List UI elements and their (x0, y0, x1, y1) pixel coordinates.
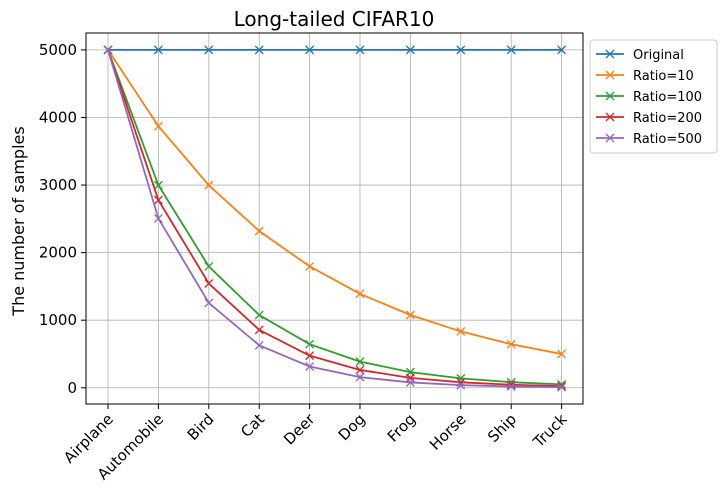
series-2 (103, 45, 567, 389)
y-tick-label: 4000 (39, 108, 77, 126)
series-line (107, 49, 562, 355)
data-point (557, 349, 567, 359)
x-tick-label: Truck (529, 410, 571, 452)
series-layer (103, 45, 567, 392)
x-tick-label: Frog (384, 410, 419, 445)
y-axis-label: The number of samples (9, 126, 28, 316)
legend-label: Ratio=200 (633, 111, 702, 126)
series-line (107, 49, 562, 387)
x-tick-label: Cat (237, 410, 268, 441)
data-point (456, 326, 466, 336)
data-point (305, 351, 315, 361)
series-4 (103, 45, 567, 392)
legend-marker (605, 91, 615, 101)
data-point (305, 362, 315, 371)
data-point (506, 339, 516, 349)
x-tick-label: Dog (335, 410, 369, 444)
data-point (355, 372, 365, 382)
data-point (355, 289, 365, 299)
data-point (204, 298, 214, 308)
legend-entry: Ratio=100 (596, 90, 702, 105)
data-point (254, 325, 264, 335)
legend-box (589, 39, 718, 154)
data-point (305, 261, 315, 271)
data-point (456, 373, 466, 383)
grid (86, 33, 583, 404)
y-tick-label: 3000 (39, 176, 77, 194)
data-point (557, 382, 567, 392)
data-point (557, 45, 567, 55)
legend-marker (605, 133, 615, 143)
data-point (204, 180, 214, 190)
data-point (204, 261, 214, 271)
data-point (456, 380, 466, 390)
data-point (103, 45, 113, 55)
y-tick-label: 0 (67, 379, 77, 397)
series-1 (103, 45, 567, 359)
data-point (305, 339, 315, 349)
plot-frame (85, 32, 584, 405)
data-point (456, 45, 466, 55)
x-tick-label: Bird (184, 410, 218, 444)
y-tick-label: 5000 (39, 41, 77, 59)
data-point (254, 340, 264, 350)
data-point (153, 45, 163, 55)
x-tick-label: Ship (484, 410, 520, 446)
data-point (153, 121, 163, 131)
legend-label: Ratio=500 (633, 132, 702, 147)
data-point (204, 45, 214, 55)
legend-entry: Original (596, 48, 684, 63)
data-point (506, 45, 516, 55)
data-point (254, 45, 264, 55)
legend-entry: Ratio=200 (596, 111, 702, 126)
data-point (355, 45, 365, 55)
legend-label: Ratio=10 (633, 69, 694, 84)
data-point (405, 45, 415, 55)
series-line (107, 49, 562, 389)
data-point (254, 226, 264, 236)
data-point (355, 357, 365, 367)
x-tick-label: Deer (280, 410, 319, 449)
data-point (204, 279, 214, 288)
data-point (355, 365, 365, 375)
data-point (405, 310, 415, 320)
legend-marker (605, 49, 615, 59)
data-point (153, 195, 163, 205)
legend-label: Original (633, 48, 684, 63)
data-point (153, 180, 163, 190)
series-line (107, 49, 562, 386)
legend-entry: Ratio=500 (596, 132, 702, 147)
series-0 (103, 45, 567, 55)
y-tick-label: 1000 (39, 311, 77, 329)
legend-entry: Ratio=10 (596, 69, 694, 84)
x-tick-label: Horse (426, 410, 470, 454)
series-3 (103, 45, 567, 391)
data-point (557, 381, 567, 391)
data-point (153, 213, 163, 223)
legend: Original Ratio=10 Ratio=100 Ratio=200 Ratio=… (589, 39, 718, 154)
data-point (254, 310, 264, 320)
data-point (506, 382, 516, 391)
data-point (305, 45, 315, 55)
data-point (405, 377, 415, 387)
legend-marker (605, 70, 615, 80)
y-tick-label: 2000 (39, 244, 77, 262)
legend-label: Ratio=100 (633, 90, 702, 105)
legend-marker (605, 112, 615, 122)
chart-title: Long-tailed CIFAR10 (234, 7, 435, 31)
